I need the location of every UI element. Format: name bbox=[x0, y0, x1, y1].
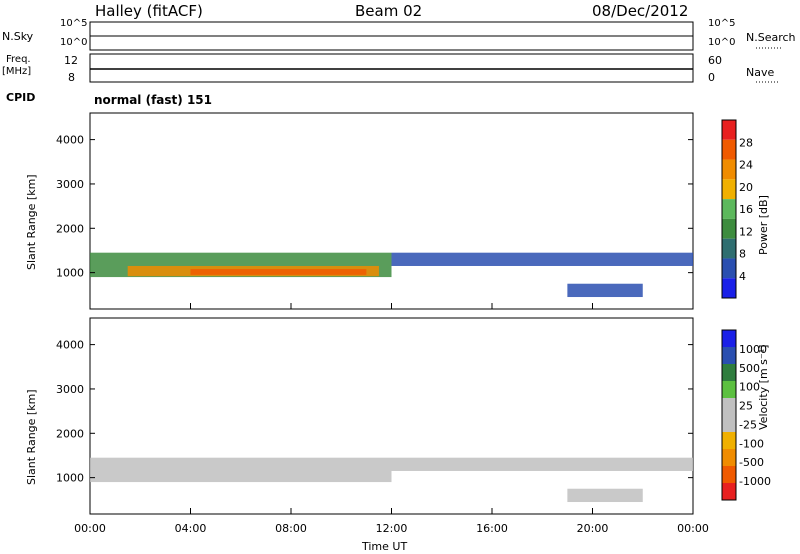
colorbar-swatch bbox=[722, 159, 736, 180]
colorbar-swatch bbox=[722, 432, 736, 449]
xtick-label: 08:00 bbox=[275, 522, 307, 535]
nsky-label: N.Sky bbox=[2, 30, 34, 43]
colorbar-swatch bbox=[722, 120, 736, 140]
ytick-label: 4000 bbox=[56, 339, 84, 352]
colorbar-frame bbox=[721, 119, 737, 299]
colorbar-swatch bbox=[722, 139, 736, 160]
ytick-label: 3000 bbox=[56, 178, 84, 191]
ytick-label: 2000 bbox=[56, 222, 84, 235]
power-panel-frame bbox=[89, 112, 694, 310]
colorbar-tick-label: 25 bbox=[739, 400, 753, 413]
xtick-label: 00:00 bbox=[677, 522, 709, 535]
nave-tick-bottom: 0 bbox=[708, 71, 715, 84]
velocity-panel-frame bbox=[89, 317, 694, 515]
nsky-tick-top: 10^5 bbox=[60, 18, 88, 29]
colorbar-tick-label: 8 bbox=[739, 248, 746, 261]
colorbar-swatch bbox=[722, 466, 736, 483]
colorbar-tick-label: 16 bbox=[739, 203, 753, 216]
cpid-label: CPID bbox=[6, 91, 36, 104]
ytick-label: 2000 bbox=[56, 427, 84, 440]
colorbar-tick-label: -500 bbox=[739, 456, 764, 469]
colorbar-swatch bbox=[722, 278, 736, 298]
colorbar-swatch bbox=[722, 199, 736, 219]
colorbar-tick-label: 28 bbox=[739, 136, 753, 149]
ytick-label: 1000 bbox=[56, 267, 84, 280]
colorbar-swatch bbox=[722, 398, 736, 415]
colorbar-swatch bbox=[722, 381, 736, 398]
xtick-label: 00:00 bbox=[74, 522, 106, 535]
nsky-tick-bottom: 10^0 bbox=[60, 37, 88, 48]
ytick-label: 1000 bbox=[56, 472, 84, 485]
freq-label: Freq. bbox=[6, 54, 31, 65]
date-title: 08/Dec/2012 bbox=[592, 2, 689, 20]
xtick-label: 12:00 bbox=[376, 522, 408, 535]
velocity-echo-band bbox=[567, 488, 643, 503]
freq-panel-frame bbox=[89, 53, 694, 83]
nsearch-label: N.Search bbox=[746, 31, 796, 44]
colorbar-swatch bbox=[722, 238, 736, 259]
cpid-value: normal (fast) 151 bbox=[94, 93, 212, 107]
freq-unit-label: [MHz] bbox=[2, 66, 32, 77]
colorbar-tick-label: 24 bbox=[739, 159, 753, 172]
velocity-echo-band bbox=[391, 457, 693, 471]
colorbar-swatch bbox=[722, 179, 736, 200]
colorbar-swatch bbox=[722, 364, 736, 381]
xtick-label: 04:00 bbox=[175, 522, 207, 535]
power-echo-band bbox=[391, 252, 693, 266]
freq-tick-top: 12 bbox=[64, 54, 78, 67]
colorbar-frame bbox=[721, 329, 737, 501]
colorbar-tick-label: 100 bbox=[739, 381, 760, 394]
nave-label: Nave bbox=[746, 66, 775, 79]
colorbar-tick-label: 20 bbox=[739, 181, 753, 194]
nsearch-tick-top: 10^5 bbox=[708, 18, 736, 29]
nsearch-tick-bottom: 10^0 bbox=[708, 37, 736, 48]
colorbar-swatch bbox=[722, 258, 736, 279]
ytick-label: 3000 bbox=[56, 383, 84, 396]
xtick-label: 20:00 bbox=[577, 522, 609, 535]
colorbar-tick-label: 500 bbox=[739, 362, 760, 375]
ytick-label: 4000 bbox=[56, 134, 84, 147]
colorbar-swatch bbox=[722, 449, 736, 466]
power-echo-band bbox=[190, 269, 367, 275]
colorbar-tick-label: 4 bbox=[739, 270, 746, 283]
power-echo-band bbox=[567, 283, 643, 298]
colorbar-tick-label: -100 bbox=[739, 437, 764, 450]
beam-title: Beam 02 bbox=[355, 2, 423, 20]
colorbar-swatch bbox=[722, 218, 736, 239]
colorbar-tick-label: -25 bbox=[739, 418, 757, 431]
xtick-label: 16:00 bbox=[476, 522, 508, 535]
colorbar-tick-label: 12 bbox=[739, 225, 753, 238]
colorbar-swatch bbox=[722, 415, 736, 432]
colorbar-tick-label: -1000 bbox=[739, 475, 771, 488]
xlabel: Time UT bbox=[362, 540, 408, 553]
freq-tick-bottom: 8 bbox=[68, 71, 75, 84]
colorbar-swatch bbox=[722, 347, 736, 364]
station-title: Halley (fitACF) bbox=[95, 2, 203, 20]
colorbar-swatch bbox=[722, 330, 736, 347]
nave-tick-top: 60 bbox=[708, 54, 722, 67]
velocity-echo-band bbox=[90, 457, 392, 483]
colorbar-tick-label: 1000 bbox=[739, 343, 767, 356]
colorbar-swatch bbox=[722, 483, 736, 500]
